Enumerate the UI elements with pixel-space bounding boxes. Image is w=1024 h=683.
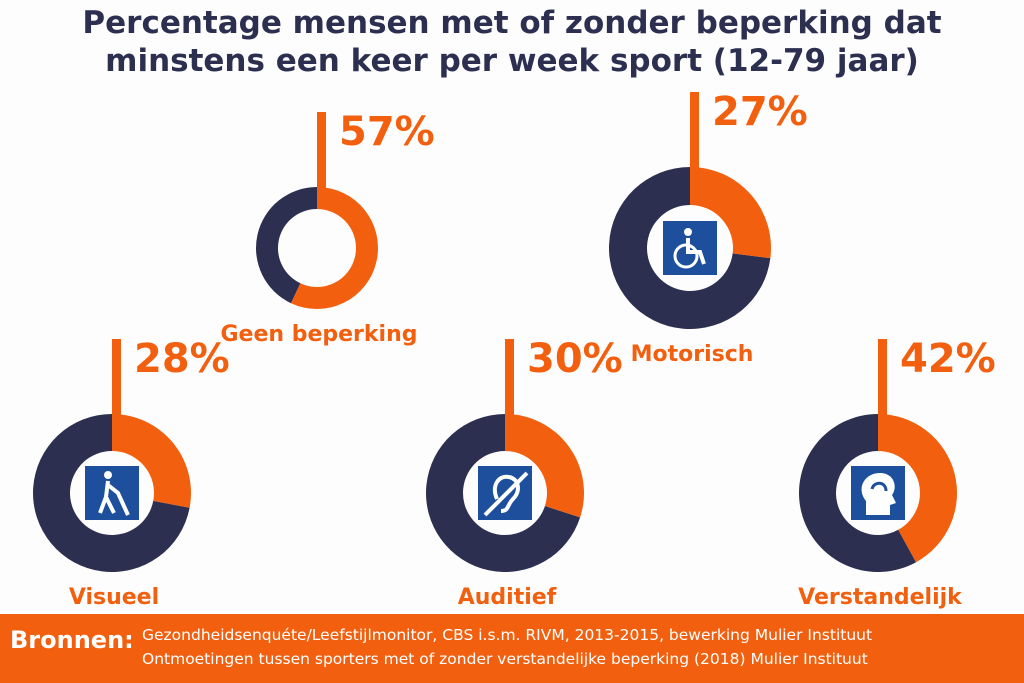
category-label: Geen beperking	[221, 322, 418, 347]
donut-remainder	[799, 414, 917, 572]
donut-segment	[505, 414, 585, 518]
donut-segment	[690, 167, 771, 259]
category-label: Auditief	[458, 585, 557, 610]
leader-line	[317, 112, 326, 188]
chart-title: Percentage mensen met of zonder beperkin…	[82, 5, 942, 79]
leader-line	[690, 92, 699, 168]
icon-mind	[851, 466, 905, 520]
donut-remainder	[255, 187, 317, 304]
donut-segment	[878, 414, 957, 563]
icon-visual	[85, 466, 139, 520]
leader-line	[505, 339, 514, 415]
donut-segment	[291, 187, 378, 309]
icon-hearing	[478, 466, 532, 520]
leader-line	[878, 339, 887, 415]
category-label: Verstandelijk	[798, 585, 963, 610]
donut-segment	[112, 414, 191, 508]
value-label: 30%	[527, 336, 623, 382]
source-line: Gezondheidsenquéte/Leefstijlmonitor, CBS…	[142, 626, 873, 644]
value-label: 57%	[339, 109, 435, 155]
chart: 57% Geen beperking 27% Motorisch 28% Visueel 3…	[33, 89, 996, 610]
sources-footer: Bronnen: Gezondheidsenquéte/Leefstijlmon…	[0, 614, 1024, 683]
value-label: 27%	[712, 89, 808, 135]
donut-remainder	[609, 167, 771, 330]
sources-label: Bronnen:	[10, 626, 134, 654]
value-label: 42%	[900, 336, 996, 382]
leader-line	[112, 339, 121, 415]
value-label: 28%	[134, 336, 230, 382]
source-line: Ontmoetingen tussen sporters met of zond…	[142, 650, 868, 668]
donut-remainder	[426, 414, 581, 573]
category-label: Motorisch	[631, 342, 754, 367]
category-label: Visueel	[69, 585, 159, 610]
donut-remainder	[33, 414, 190, 572]
icon-wheelchair	[663, 221, 717, 275]
